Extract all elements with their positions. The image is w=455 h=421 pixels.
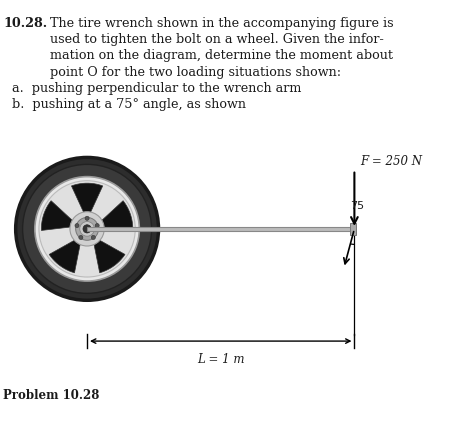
Circle shape [95, 224, 99, 228]
Circle shape [83, 225, 91, 233]
Polygon shape [102, 201, 133, 230]
Circle shape [91, 235, 96, 240]
Text: a.  pushing perpendicular to the wrench arm: a. pushing perpendicular to the wrench a… [11, 82, 301, 95]
Circle shape [75, 224, 79, 228]
Bar [87, 227, 354, 231]
Circle shape [39, 181, 135, 277]
Circle shape [70, 212, 104, 246]
Circle shape [23, 164, 152, 293]
Text: 10.28.: 10.28. [4, 17, 48, 29]
Polygon shape [41, 201, 72, 230]
Circle shape [85, 216, 89, 220]
Circle shape [79, 235, 83, 240]
Text: mation on the diagram, determine the moment about: mation on the diagram, determine the mom… [51, 49, 394, 62]
Text: L = 1 m: L = 1 m [197, 352, 244, 365]
Circle shape [80, 221, 95, 236]
Text: Problem 10.28: Problem 10.28 [4, 389, 100, 402]
Text: F = 250 N: F = 250 N [360, 155, 423, 168]
Bar [350, 223, 356, 235]
Text: b.  pushing at a 75° angle, as shown: b. pushing at a 75° angle, as shown [11, 98, 246, 111]
Text: 75: 75 [350, 201, 364, 211]
Polygon shape [94, 240, 125, 273]
Text: used to tighten the bolt on a wheel. Given the infor-: used to tighten the bolt on a wheel. Giv… [51, 33, 384, 46]
Text: point O for the two loading situations shown:: point O for the two loading situations s… [51, 66, 342, 79]
Circle shape [15, 157, 158, 300]
Text: The tire wrench shown in the accompanying figure is: The tire wrench shown in the accompanyin… [51, 17, 394, 29]
Polygon shape [71, 183, 103, 212]
Polygon shape [49, 240, 80, 273]
Circle shape [76, 217, 99, 240]
Circle shape [35, 177, 139, 281]
